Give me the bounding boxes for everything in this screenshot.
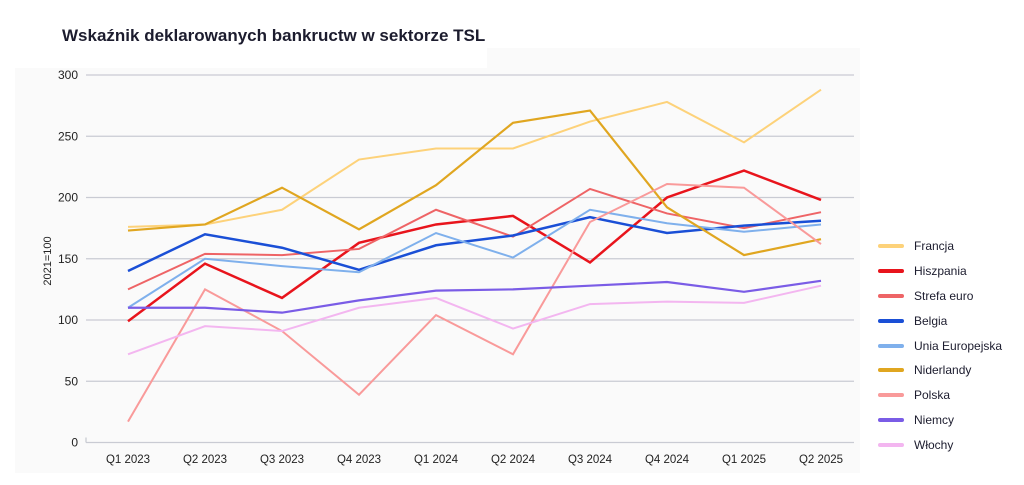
legend-label: Niderlandy	[914, 363, 972, 378]
y-tick-label: 100	[58, 313, 78, 327]
legend-item: Strefa euro	[878, 284, 1002, 309]
x-tick-label: Q2 2025	[799, 454, 843, 466]
legend-swatch	[878, 442, 904, 447]
x-tick-label: Q4 2024	[645, 454, 690, 466]
series-line-strefa-euro	[127, 187, 822, 291]
series-line-niemcy	[128, 279, 822, 314]
y-tick-label: 300	[58, 68, 78, 82]
series-line-belgia	[127, 215, 822, 273]
series-line-unia-europejska	[127, 208, 822, 309]
legend-label: Hiszpania	[914, 264, 967, 279]
legend-swatch	[878, 368, 904, 373]
x-tick-label: Q1 2024	[414, 454, 459, 466]
legend-swatch	[878, 318, 904, 323]
series-line-niderlandy	[127, 109, 822, 257]
y-tick-label: 150	[58, 252, 78, 266]
x-tick-label: Q4 2023	[337, 454, 381, 466]
y-tick-label: 50	[65, 374, 79, 388]
legend-swatch	[878, 293, 904, 298]
x-tick-label: Q2 2024	[491, 454, 536, 466]
x-tick-label: Q3 2023	[260, 454, 304, 466]
legend-swatch	[878, 244, 904, 249]
legend-label: Polska	[914, 388, 951, 403]
legend-swatch	[878, 393, 904, 398]
plot-background	[15, 48, 860, 473]
legend-item: Polska	[878, 383, 1002, 408]
x-tick-label: Q2 2023	[183, 454, 227, 466]
legend-label: Niemcy	[914, 412, 955, 427]
legend-swatch	[878, 343, 904, 348]
series-line-francja	[127, 88, 822, 228]
legend-item: Hiszpania	[878, 259, 1002, 284]
legend-item: Niderlandy	[878, 358, 1002, 383]
legend-label: Włochy	[914, 437, 954, 452]
x-tick-label: Q3 2024	[568, 454, 613, 466]
series-line-włochy	[127, 284, 822, 356]
legend-item: Unia Europejska	[878, 333, 1002, 358]
y-tick-label: 0	[71, 436, 78, 450]
y-tick-label: 250	[58, 129, 78, 143]
legend-swatch	[878, 417, 904, 422]
x-tick-label: Q1 2023	[106, 454, 150, 466]
chart-title: Wskaźnik deklarowanych bankructw w sekto…	[62, 26, 486, 45]
legend-item: Niemcy	[878, 408, 1002, 433]
legend-label: Unia Europejska	[914, 338, 1003, 353]
legend-swatch	[878, 269, 904, 274]
legend-label: Belgia	[914, 313, 948, 328]
series-line-hiszpania	[127, 169, 822, 323]
legend-item: Belgia	[878, 308, 1002, 333]
legend-label: Strefa euro	[914, 288, 974, 303]
legend-item: Włochy	[878, 432, 1002, 457]
legend-item: Francja	[878, 234, 1002, 259]
header-strip	[15, 48, 487, 68]
x-tick-label: Q1 2025	[722, 454, 766, 466]
y-tick-label: 200	[58, 191, 78, 205]
legend: Francja Hiszpania Strefa euro Belgia Unia Eu…	[878, 234, 1002, 457]
legend-label: Francja	[914, 239, 955, 254]
